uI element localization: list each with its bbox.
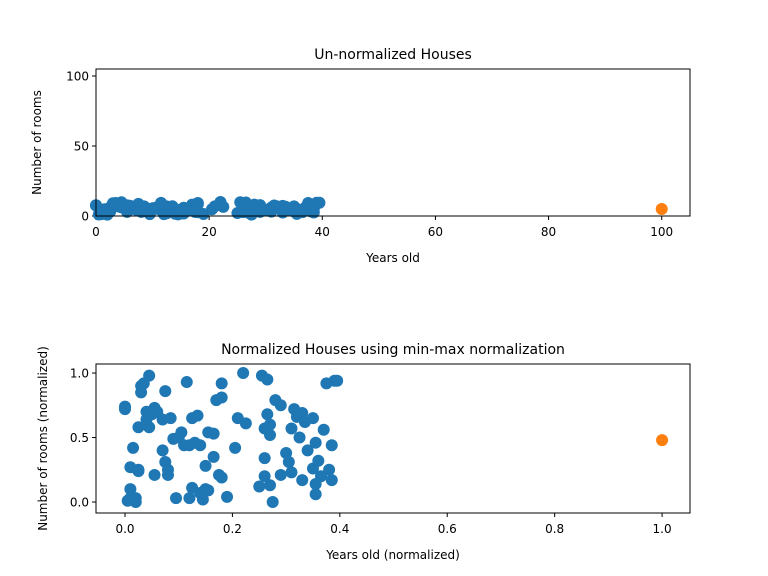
point <box>306 412 319 425</box>
y-axis-label: Number of rooms <box>30 90 44 195</box>
point <box>180 376 193 389</box>
x-axis-label: Years old <box>365 251 420 265</box>
y-tick-label: 0.5 <box>70 431 89 445</box>
point <box>285 422 298 435</box>
y-tick-label: 100 <box>66 70 89 84</box>
point <box>143 421 156 434</box>
point <box>264 479 277 492</box>
point <box>264 428 277 441</box>
point <box>266 496 279 509</box>
point <box>164 412 177 425</box>
chart-title: Normalized Houses using min-max normaliz… <box>221 342 565 358</box>
x-tick-label: 0 <box>92 225 100 239</box>
point <box>119 403 132 416</box>
y-tick-label: 0.0 <box>70 496 89 510</box>
point <box>239 417 252 430</box>
x-tick-label: 80 <box>541 225 556 239</box>
point <box>282 456 295 469</box>
point <box>127 441 140 454</box>
y-tick-label: 1.0 <box>70 367 89 381</box>
axes-frame <box>95 363 691 514</box>
point <box>274 468 287 481</box>
point <box>129 496 142 509</box>
y-tick-label: 0 <box>81 210 89 224</box>
point <box>156 444 169 457</box>
point <box>280 447 293 460</box>
point <box>325 439 338 452</box>
x-tick-label: 0.6 <box>438 522 457 536</box>
point <box>655 203 668 215</box>
point <box>207 450 220 463</box>
point <box>143 369 156 382</box>
y-axis-label: Number of rooms (normalized) <box>36 346 50 531</box>
point <box>217 200 230 213</box>
point <box>296 407 309 420</box>
point <box>331 374 344 387</box>
point <box>656 434 669 447</box>
point <box>207 427 220 440</box>
x-axis-label: Years old (normalized) <box>325 548 460 562</box>
x-tick-label: 0.0 <box>115 522 134 536</box>
point <box>148 468 161 481</box>
axes-frame <box>95 68 691 217</box>
point <box>132 421 145 434</box>
point <box>309 488 322 501</box>
point <box>293 431 306 444</box>
point <box>124 483 137 496</box>
point <box>191 198 204 211</box>
x-tick-label: 40 <box>315 225 330 239</box>
point <box>202 484 215 497</box>
x-tick-label: 0.2 <box>223 522 242 536</box>
point <box>221 490 234 503</box>
point <box>175 426 188 439</box>
point <box>132 465 145 478</box>
point <box>309 436 322 449</box>
x-tick-label: 20 <box>202 225 217 239</box>
x-tick-label: 60 <box>428 225 443 239</box>
point <box>261 373 274 386</box>
point <box>317 423 330 436</box>
point <box>159 385 172 398</box>
x-tick-label: 100 <box>650 225 673 239</box>
point <box>215 471 228 484</box>
point <box>161 468 174 481</box>
point <box>274 399 287 412</box>
point <box>215 391 228 404</box>
y-tick-label: 50 <box>74 140 89 154</box>
point <box>194 439 207 452</box>
point <box>229 441 242 454</box>
x-tick-label: 0.4 <box>330 522 349 536</box>
point <box>237 367 250 380</box>
point <box>170 492 183 505</box>
point <box>191 409 204 422</box>
point <box>199 459 212 472</box>
point <box>325 474 338 487</box>
point <box>301 444 314 457</box>
point <box>261 408 274 421</box>
point <box>313 196 326 209</box>
point <box>296 474 309 487</box>
point <box>183 492 196 505</box>
point <box>196 493 209 506</box>
point <box>285 466 298 479</box>
x-tick-label: 1.0 <box>653 522 672 536</box>
x-tick-label: 0.8 <box>545 522 564 536</box>
point <box>215 377 228 390</box>
chart-title: Un-normalized Houses <box>314 47 472 63</box>
point <box>312 454 325 467</box>
point <box>253 480 266 493</box>
point <box>323 463 336 476</box>
point <box>315 470 328 483</box>
point <box>258 470 271 483</box>
point <box>258 452 271 465</box>
point <box>264 418 277 431</box>
